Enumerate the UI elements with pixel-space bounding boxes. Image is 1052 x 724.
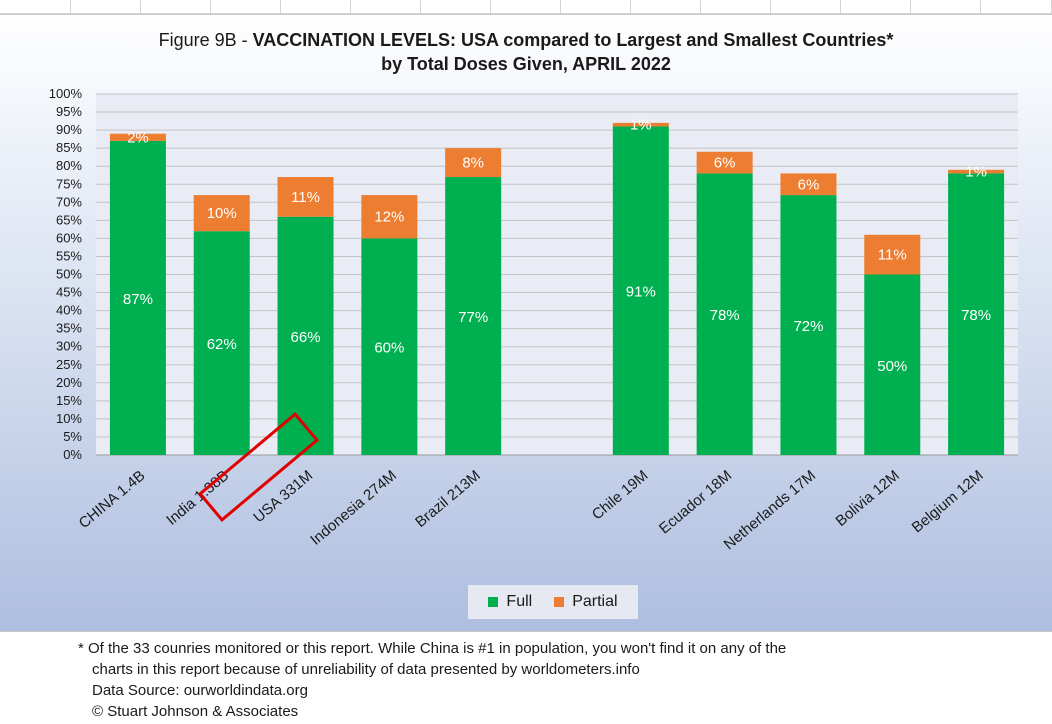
legend: Full Partial [468,585,638,619]
bar-full [109,140,166,455]
bar-chart: 0% 5% 10% 15% 20% 25% 30% 35% 40% 45% 50% 55% 60% 65%… [49,86,1018,553]
y-tick-label: 90% [56,122,82,137]
data-label-full: 60% [374,340,404,357]
y-tick-label: 30% [56,339,82,354]
data-label-full: 77% [458,309,488,326]
category-label: Netherlands 17M [721,467,819,553]
y-tick-label: 60% [56,230,82,245]
data-label-partial: 12% [374,209,404,226]
bar-full [696,173,753,456]
bar-full [277,216,334,455]
usa-highlight-box [198,412,320,522]
data-label-full: 66% [291,329,321,346]
bar-partial [612,122,669,127]
data-label-partial: 10% [207,205,237,222]
category-label: Brazil 213M [412,467,484,531]
y-tick-label: 50% [56,267,82,282]
category-label: Chile 19M [589,467,652,523]
bar-partial [361,195,418,239]
y-tick-label: 5% [63,429,82,444]
data-label-full: 91% [626,284,656,301]
bar-full [948,173,1005,456]
footnote-line-1: * Of the 33 counries monitored or this r… [78,640,787,657]
bar-partial [109,133,166,141]
data-label-partial: 11% [878,247,907,264]
data-label-full: 72% [793,318,823,335]
legend-item-full: Full [488,593,532,611]
data-label-partial: 1% [965,164,987,181]
y-tick-label: 65% [56,212,82,227]
category-label: Belgium 12M [909,467,987,536]
legend-swatch-full [488,597,499,607]
bar-partial [864,234,921,275]
bar-full [612,126,669,456]
data-label-partial: 6% [714,155,736,172]
data-label-full: 78% [710,307,740,324]
bar-full [780,195,837,455]
category-label: Ecuador 18M [656,467,735,537]
legend-label-partial: Partial [572,593,618,610]
chart-subtitle: by Total Doses Given, APRIL 2022 [381,54,671,74]
y-tick-label: 40% [56,303,82,318]
data-label-full: 62% [207,336,237,353]
data-label-partial: 6% [798,176,820,193]
y-tick-label: 25% [56,357,82,372]
bar-full [445,177,502,455]
footnote-line-2: charts in this report because of unrelia… [92,661,640,678]
category-label: Indonesia 274M [307,467,400,549]
bar-partial [445,148,502,178]
y-tick-label: 75% [56,176,82,191]
bar-partial [780,173,837,196]
y-tick-label: 100% [49,86,83,101]
data-label-full: 87% [123,291,153,308]
legend-item-partial: Partial [554,593,618,611]
spreadsheet-gridlines [0,0,1052,14]
data-label-full: 50% [877,358,907,375]
data-label-full: 78% [961,307,991,324]
y-tick-label: 80% [56,158,82,173]
bar-partial [277,177,334,217]
bar-full [361,238,418,455]
y-tick-label: 0% [63,447,82,462]
data-label-partial: 1% [630,117,652,134]
bar-partial [696,151,753,174]
legend-swatch-partial [554,597,565,607]
data-label-partial: 8% [462,155,484,172]
footnote: * Of the 33 counries monitored or this r… [78,638,786,722]
bar-full [864,274,921,455]
category-label: CHINA 1.4B [76,467,149,532]
y-tick-label: 20% [56,375,82,390]
footnote-copyright: © Stuart Johnson & Associates [92,703,299,720]
y-tick-label: 35% [56,321,82,336]
y-tick-label: 85% [56,140,82,155]
bar-full [193,231,250,455]
data-label-partial: 11% [291,189,320,206]
category-label: Bolivia 12M [833,467,903,530]
chart-title: Figure 9B - VACCINATION LEVELS: USA comp… [158,30,894,50]
y-tick-label: 95% [56,104,82,119]
y-tick-label: 70% [56,194,82,209]
category-label: USA 331M [250,467,316,526]
y-tick-label: 15% [56,393,82,408]
bar-partial [193,195,250,232]
y-tick-label: 55% [56,248,82,263]
legend-label-full: Full [506,593,533,610]
footnote-source: Data Source: ourworldindata.org [92,682,308,699]
y-tick-label: 45% [56,285,82,300]
bar-partial [948,169,1005,174]
data-label-partial: 2% [127,129,149,146]
y-tick-label: 10% [56,411,82,426]
